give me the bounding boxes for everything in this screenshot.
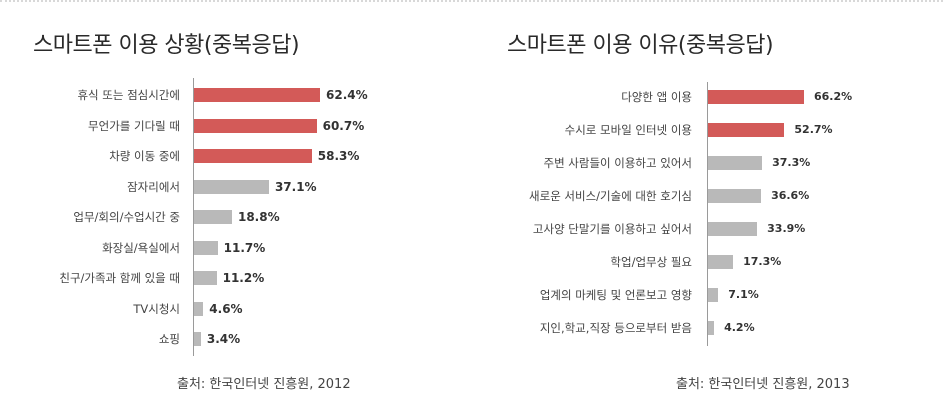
bar <box>708 123 785 137</box>
bar-value-label: 52.7% <box>794 123 833 136</box>
bar-value-label: 37.1% <box>274 179 317 194</box>
bar-row: 친구/가족과 함께 있을 때 11.2% <box>0 271 943 285</box>
bar-value-label: 58.3% <box>317 149 360 163</box>
bar <box>194 179 269 194</box>
bar-value-label: 37.3% <box>772 156 811 169</box>
bar-category-label: TV시청시 <box>133 301 180 316</box>
bar-row: 차량 이동 중에 58.3% <box>0 149 943 163</box>
bar-row: 쇼핑 3.4% <box>0 332 943 346</box>
bar <box>194 301 204 316</box>
bar-category-label: 업계의 마케팅 및 언론보고 영향 <box>539 288 692 302</box>
top-dotted-divider <box>0 0 943 5</box>
bar-value-label: 62.4% <box>326 88 368 102</box>
bar-value-label: 3.4% <box>206 332 241 346</box>
bar-row: 다양한 앱 이용 66.2% <box>0 90 943 104</box>
bar-category-label: 업무/회의/수업시간 중 <box>73 210 180 224</box>
bar <box>194 88 321 102</box>
bar <box>194 240 218 255</box>
bar-value-label: 60.7% <box>322 118 365 133</box>
bar-category-label: 쇼핑 <box>158 332 180 346</box>
bar-category-label: 학업/업무상 필요 <box>610 255 692 269</box>
right-chart-source: 출처: 한국인터넷 진흥원, 2013 <box>676 377 850 392</box>
bar-row: TV시청시 4.6% <box>0 301 943 316</box>
bar-value-label: 36.6% <box>771 189 810 202</box>
bar-row: 화장실/욕실에서 11.7% <box>0 240 943 255</box>
bar <box>708 90 804 104</box>
bar-category-label: 다양한 앱 이용 <box>621 90 692 104</box>
bar-row: 휴식 또는 점심시간에 62.4% <box>0 88 943 102</box>
bar-category-label: 화장실/욕실에서 <box>102 240 180 255</box>
bar <box>708 255 734 269</box>
bar-value-label: 7.1% <box>728 288 759 301</box>
bar <box>708 222 758 236</box>
bar-category-label: 고사양 단말기를 이용하고 싶어서 <box>532 222 692 236</box>
bar-row: 수시로 모바일 인터넷 이용 52.7% <box>0 123 943 137</box>
bar-category-label: 무언가를 기다릴 때 <box>88 118 180 133</box>
bar <box>194 149 312 163</box>
bar-row: 새로운 서비스/기술에 대한 호기심 36.6% <box>0 189 943 203</box>
left-chart-title: 스마트폰 이용 상황(중복응답) <box>33 33 300 58</box>
bar-category-label: 친구/가족과 함께 있을 때 <box>59 271 180 285</box>
right-chart-title: 스마트폰 이용 이유(중복응답) <box>507 33 774 58</box>
bar-row: 무언가를 기다릴 때 60.7% <box>0 118 943 133</box>
bar-value-label: 33.9% <box>767 222 806 235</box>
bar-category-label: 지인,학교,직장 등으로부터 받음 <box>539 321 692 335</box>
bar-value-label: 4.6% <box>209 301 243 316</box>
left-chart-source: 출처: 한국인터넷 진흥원, 2012 <box>177 377 351 392</box>
bar-value-label: 11.2% <box>222 271 265 285</box>
bar-category-label: 새로운 서비스/기술에 대한 호기심 <box>529 189 692 203</box>
bar-row: 업계의 마케팅 및 언론보고 영향 7.1% <box>0 288 943 302</box>
bar <box>708 321 715 335</box>
bar <box>194 271 217 285</box>
bar-category-label: 잠자리에서 <box>127 179 180 194</box>
right-chart-axis <box>707 82 708 346</box>
bar-row: 학업/업무상 필요 17.3% <box>0 255 943 269</box>
bar-value-label: 18.8% <box>237 210 280 224</box>
bar-row: 주변 사람들이 이용하고 있어서 37.3% <box>0 156 943 170</box>
left-chart-panel: 스마트폰 이용 상황(중복응답) 휴식 또는 점심시간에 62.4% 무언가를 기다… <box>0 0 470 416</box>
bar-category-label: 수시로 모바일 인터넷 이용 <box>564 123 692 137</box>
bar-category-label: 휴식 또는 점심시간에 <box>77 88 180 102</box>
bar-category-label: 주변 사람들이 이용하고 있어서 <box>543 156 692 170</box>
bar-row: 고사양 단말기를 이용하고 싶어서 33.9% <box>0 222 943 236</box>
bar-value-label: 4.2% <box>724 321 755 334</box>
bar-row: 지인,학교,직장 등으로부터 받음 4.2% <box>0 321 943 335</box>
bar-row: 잠자리에서 37.1% <box>0 179 943 194</box>
bar-value-label: 17.3% <box>743 255 782 268</box>
bar-row: 업무/회의/수업시간 중 18.8% <box>0 210 943 224</box>
bar <box>708 288 719 302</box>
bar <box>708 156 763 170</box>
bar <box>194 210 232 224</box>
bar-value-label: 66.2% <box>813 90 853 103</box>
bar-value-label: 11.7% <box>223 240 266 255</box>
bar <box>194 118 317 133</box>
bar <box>708 189 762 203</box>
bar-category-label: 차량 이동 중에 <box>109 149 180 163</box>
left-chart-axis <box>193 78 194 356</box>
bar <box>194 332 201 346</box>
